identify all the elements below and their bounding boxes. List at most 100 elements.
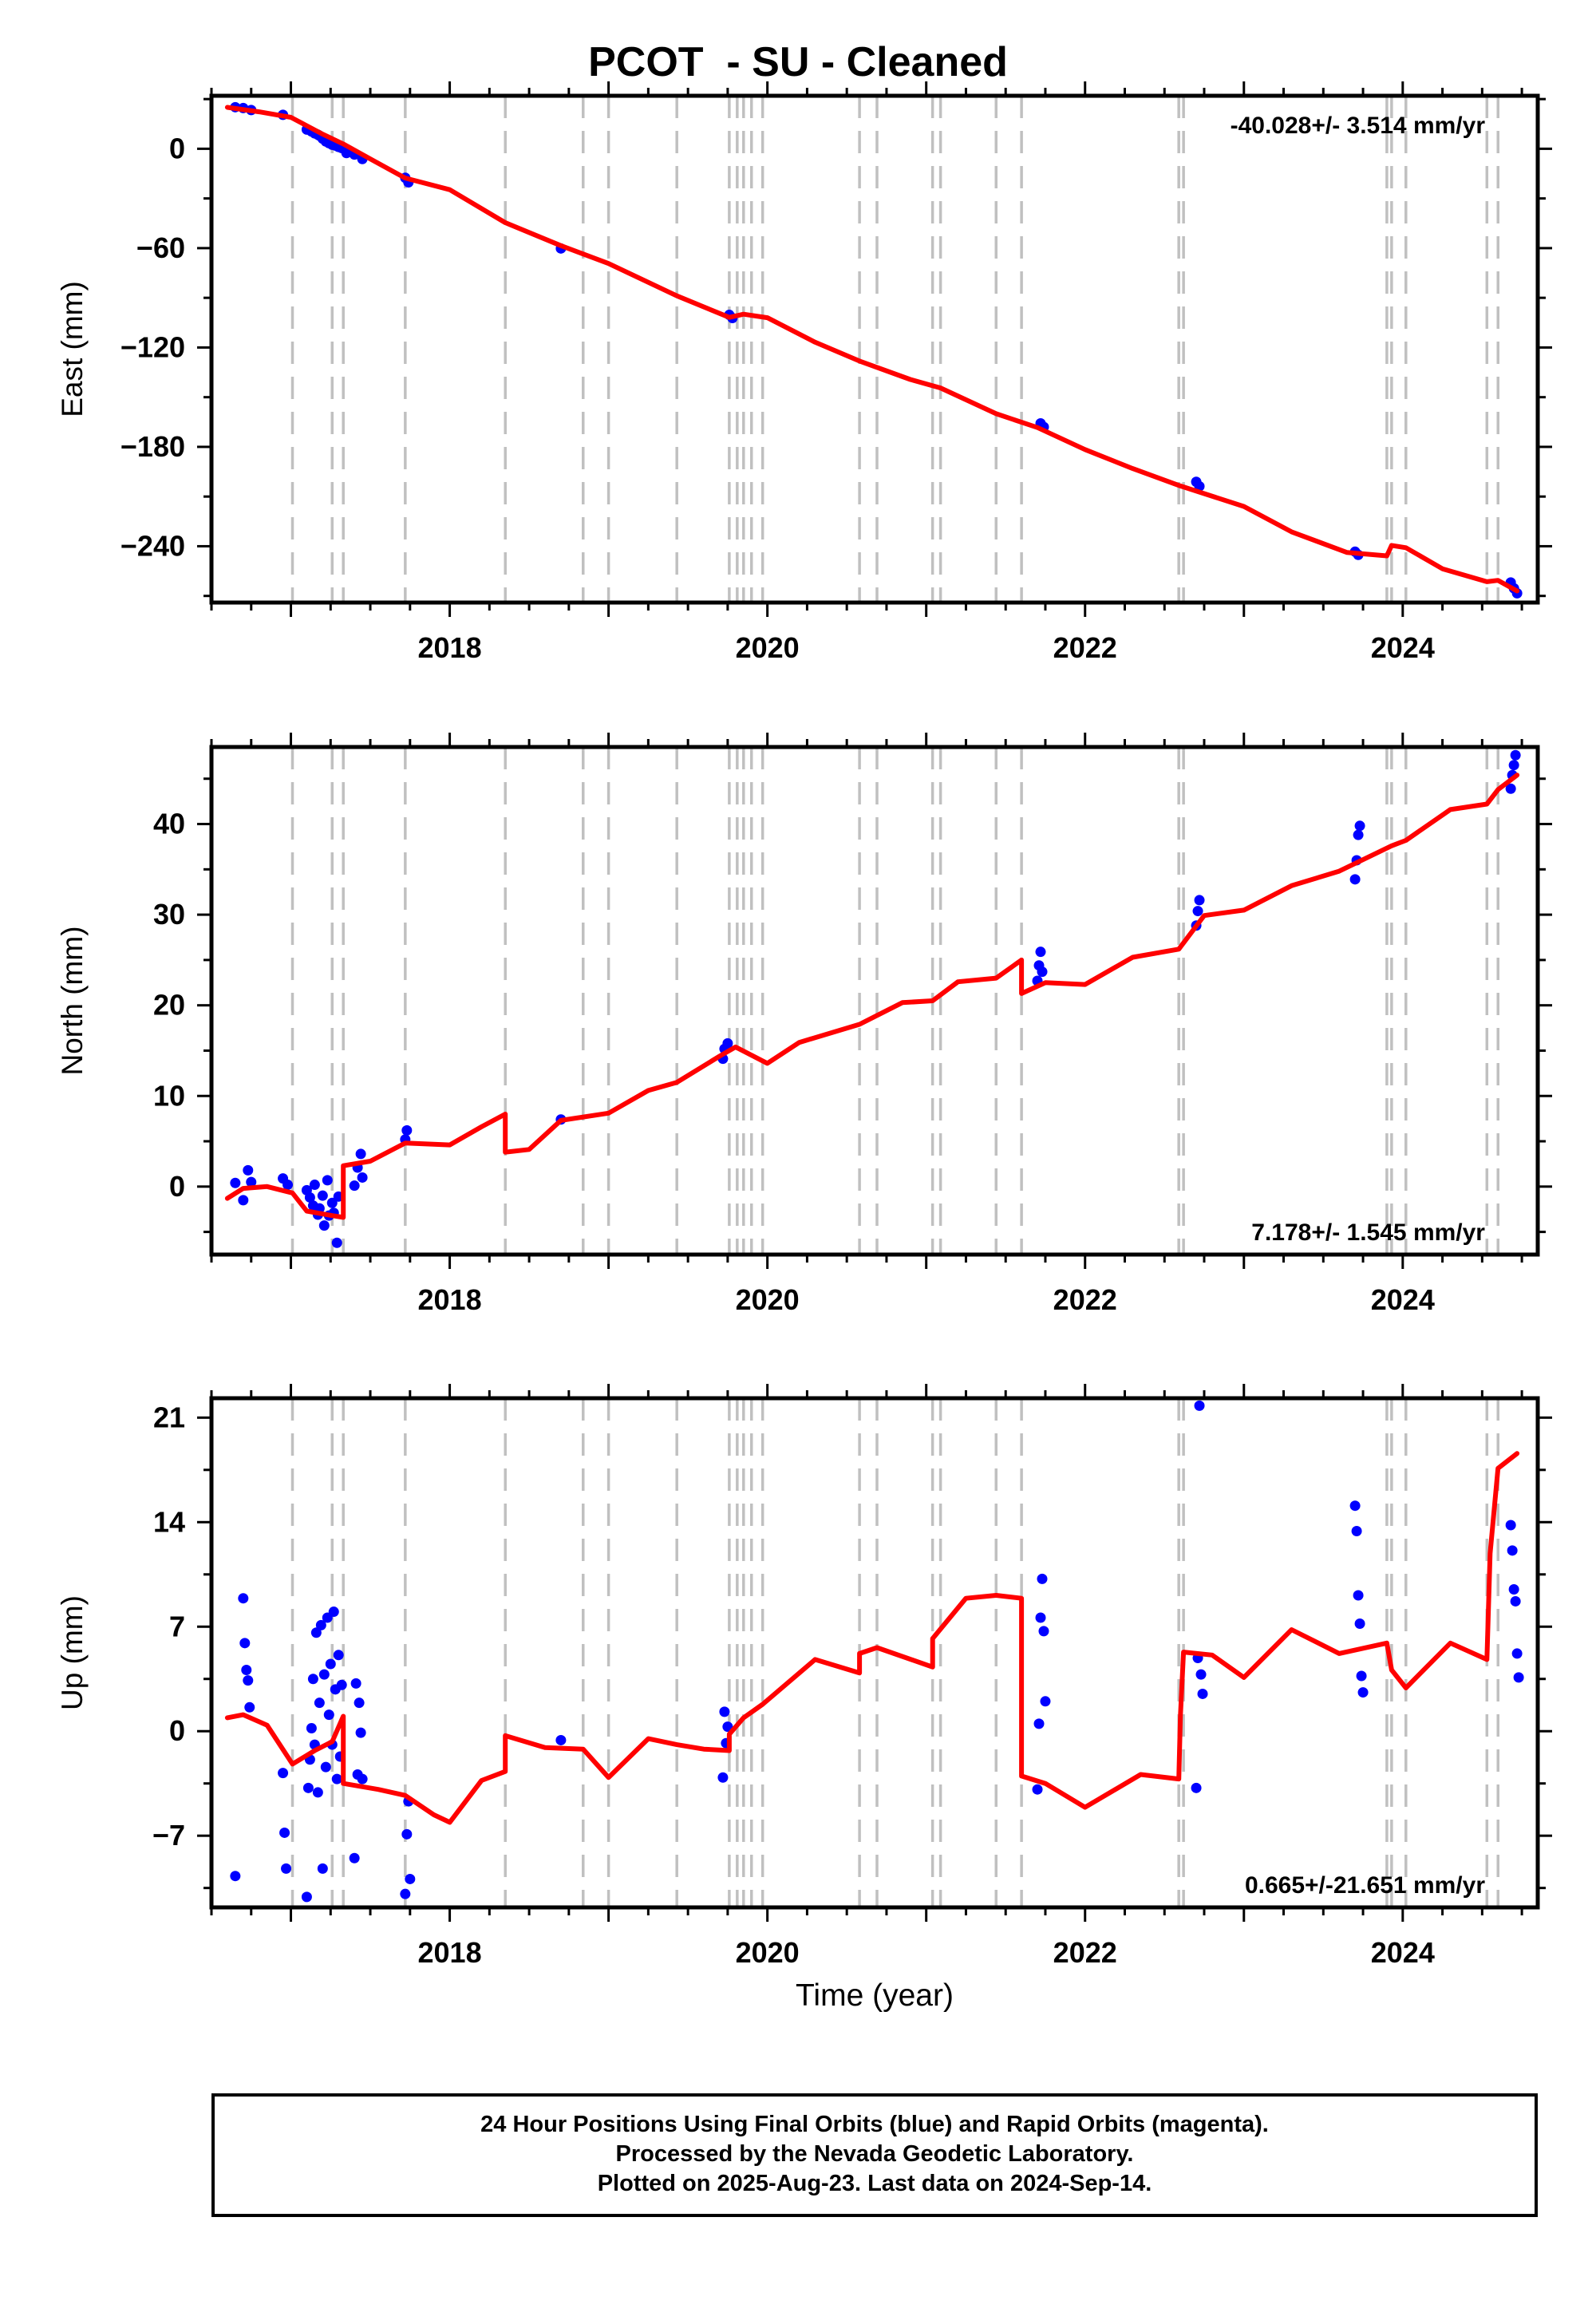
y-tick-label: 7 bbox=[169, 1610, 185, 1642]
x-tick-label: 2024 bbox=[1371, 631, 1435, 664]
data-point bbox=[1510, 749, 1521, 761]
x-tick-label: 2018 bbox=[418, 1283, 482, 1316]
data-point bbox=[302, 1782, 314, 1793]
data-point bbox=[349, 1180, 360, 1192]
data-point bbox=[400, 1888, 411, 1899]
data-point bbox=[357, 1773, 368, 1784]
data-point bbox=[281, 1863, 292, 1874]
data-point bbox=[350, 1678, 361, 1689]
y-tick-label: 40 bbox=[153, 808, 185, 840]
data-point bbox=[322, 1175, 333, 1186]
y-tick-label: −240 bbox=[120, 529, 185, 562]
data-point bbox=[317, 1190, 328, 1201]
x-tick-label: 2020 bbox=[736, 631, 800, 664]
data-point bbox=[355, 1148, 366, 1160]
data-point bbox=[336, 1679, 347, 1690]
data-point bbox=[1353, 1590, 1364, 1601]
data-point bbox=[719, 1706, 730, 1717]
x-axis: 2018 2020 2022 2024 bbox=[210, 1384, 1523, 1969]
data-point bbox=[555, 1734, 567, 1745]
rate-annotation: -40.028+/- 3.514 mm/yr bbox=[1231, 113, 1486, 139]
data-point bbox=[238, 1195, 249, 1206]
data-point bbox=[401, 1828, 413, 1840]
data-point bbox=[1353, 829, 1364, 840]
y-tick-label: 20 bbox=[153, 989, 185, 1022]
model-line bbox=[224, 105, 1520, 594]
data-point bbox=[1191, 1782, 1202, 1793]
data-point bbox=[1192, 906, 1203, 917]
data-point bbox=[304, 1192, 315, 1203]
data-point bbox=[323, 1709, 334, 1721]
y-tick-label: 14 bbox=[153, 1505, 185, 1538]
y-axis: 0 −60 −120 −180 −240 bbox=[120, 97, 1552, 598]
data-point bbox=[326, 1197, 338, 1208]
data-point bbox=[1508, 1583, 1519, 1595]
data-point bbox=[246, 1176, 257, 1188]
y-tick-label: −7 bbox=[152, 1819, 185, 1852]
data-point bbox=[318, 1669, 330, 1680]
data-point bbox=[306, 1722, 317, 1733]
data-point bbox=[1035, 1612, 1046, 1623]
data-point bbox=[312, 1787, 323, 1798]
data-point bbox=[722, 1037, 733, 1049]
data-point bbox=[230, 1871, 241, 1882]
plot-frame bbox=[209, 93, 1540, 605]
data-point bbox=[1194, 1400, 1205, 1411]
data-point bbox=[1033, 1718, 1045, 1729]
data-point bbox=[1194, 895, 1205, 906]
data-point bbox=[1197, 1688, 1208, 1699]
data-point bbox=[401, 1124, 413, 1136]
data-point bbox=[722, 1721, 733, 1733]
data-point bbox=[328, 1607, 339, 1618]
data-point bbox=[238, 1593, 249, 1604]
up-panel: 2018 2020 2022 2024 21 14 7 0 −7 Up (mm) Time (yea… bbox=[56, 1384, 1552, 2013]
data-point bbox=[1354, 1618, 1365, 1630]
data-point bbox=[1510, 1595, 1521, 1607]
data-point bbox=[230, 1177, 241, 1188]
data-point bbox=[278, 1768, 289, 1779]
footer-line-plotted: Plotted on 2025-Aug-23. Last data on 202… bbox=[597, 2171, 1152, 2196]
data-point bbox=[318, 1220, 330, 1231]
x-axis: 2018 2020 2022 2024 bbox=[210, 81, 1523, 664]
data-point bbox=[1037, 1573, 1048, 1584]
data-point bbox=[307, 1674, 318, 1685]
y-axis-label: Up (mm) bbox=[56, 1595, 89, 1710]
x-tick-label: 2022 bbox=[1053, 631, 1117, 664]
data-point bbox=[1357, 1687, 1369, 1698]
data-point bbox=[1507, 1545, 1518, 1556]
data-point bbox=[309, 1180, 320, 1191]
data-point bbox=[1505, 1520, 1516, 1531]
data-point bbox=[1351, 1526, 1362, 1537]
data-point bbox=[1511, 1648, 1523, 1659]
data-point bbox=[405, 1873, 416, 1884]
x-axis-label: Time (year) bbox=[796, 1978, 954, 2013]
y-tick-label: 0 bbox=[169, 1714, 185, 1747]
footer-line-orbits: 24 Hour Positions Using Final Orbits (bl… bbox=[480, 2112, 1269, 2137]
y-tick-label: −180 bbox=[120, 430, 185, 463]
data-point bbox=[354, 1697, 365, 1709]
data-point bbox=[357, 1172, 368, 1183]
footer-line-processed: Processed by the Nevada Geodetic Laborat… bbox=[615, 2141, 1134, 2167]
y-axis: 21 14 7 0 −7 bbox=[152, 1401, 1552, 1890]
data-point bbox=[301, 1891, 312, 1903]
plot-frame bbox=[209, 745, 1540, 1257]
y-axis: 0 10 20 30 40 bbox=[153, 777, 1552, 1234]
data-point bbox=[1356, 1670, 1367, 1682]
data-point bbox=[310, 1627, 322, 1638]
data-point bbox=[1505, 783, 1516, 794]
x-tick-label: 2022 bbox=[1053, 1936, 1117, 1969]
data-point bbox=[1037, 966, 1048, 978]
x-tick-label: 2018 bbox=[418, 1936, 482, 1969]
model-line bbox=[224, 1451, 1520, 1825]
data-point bbox=[717, 1772, 729, 1783]
y-axis-label: North (mm) bbox=[56, 926, 89, 1075]
data-point bbox=[1508, 760, 1519, 771]
data-point bbox=[349, 1852, 360, 1863]
data-point bbox=[325, 1658, 336, 1670]
data-point bbox=[314, 1697, 325, 1709]
data-point bbox=[279, 1827, 290, 1838]
rate-annotation: 7.178+/- 1.545 mm/yr bbox=[1251, 1219, 1485, 1246]
x-tick-label: 2024 bbox=[1371, 1283, 1435, 1316]
data-point bbox=[243, 1164, 254, 1176]
